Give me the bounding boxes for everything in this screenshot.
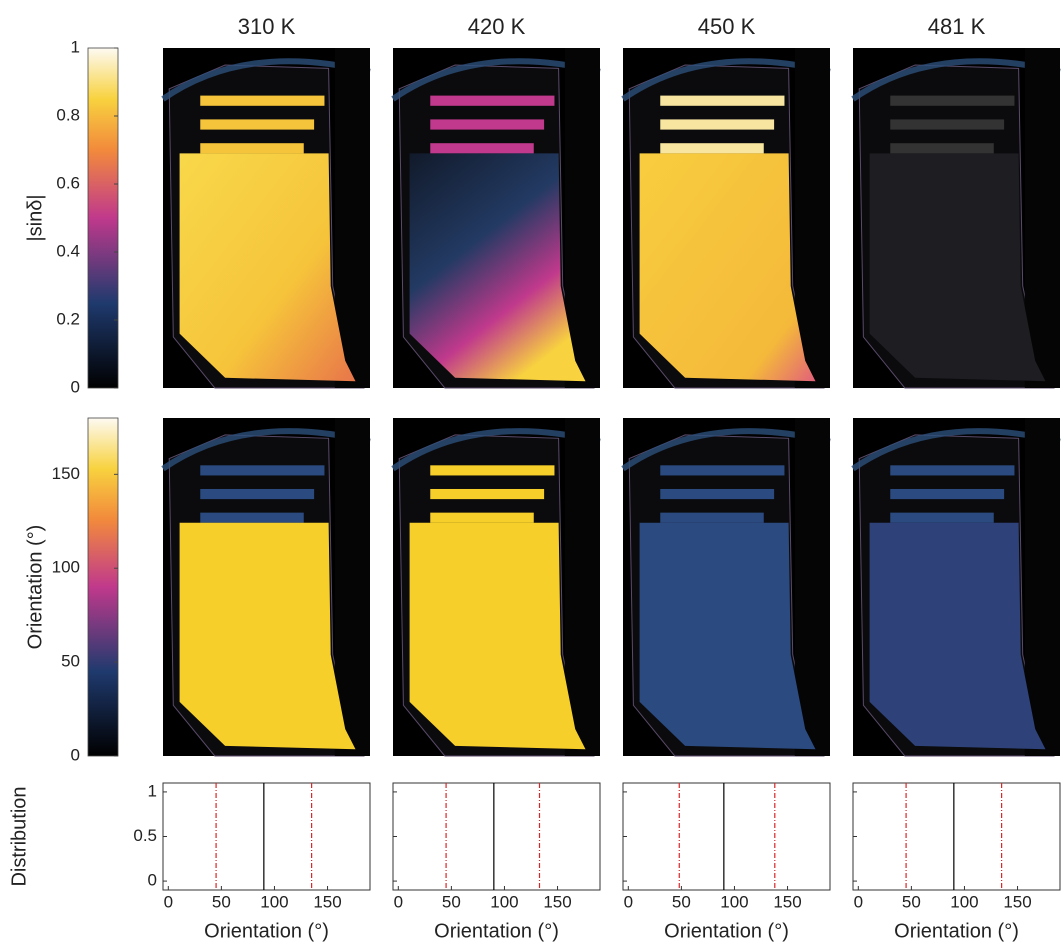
- x-tick-label: 50: [672, 892, 691, 911]
- map-stripe: [430, 465, 555, 476]
- column-title: 481 K: [928, 14, 986, 39]
- map-stripe: [200, 465, 325, 476]
- map-image: [851, 48, 1061, 389]
- colorbar-tick-label: 0.4: [56, 241, 80, 260]
- map-right-strip: [334, 48, 370, 388]
- map-stripe: [430, 143, 534, 154]
- x-tick-label: 150: [1003, 892, 1031, 911]
- map-stripe: [200, 512, 304, 523]
- map-right-strip: [334, 418, 370, 756]
- map-sample: [409, 522, 586, 750]
- map-stripe: [430, 512, 534, 523]
- map-right-strip: [794, 48, 830, 388]
- axes-frame: [392, 782, 601, 891]
- map-right-strip: [564, 48, 600, 388]
- column-title: 420 K: [468, 14, 526, 39]
- x-tick-label: 0: [624, 892, 633, 911]
- x-tick-label: 50: [442, 892, 461, 911]
- map-stripe: [660, 119, 775, 130]
- map-stripe: [890, 465, 1015, 476]
- map-stripe: [890, 143, 994, 154]
- y-tick-label: 0.5: [133, 826, 157, 845]
- map-stripe: [430, 95, 555, 106]
- map-sample: [409, 153, 586, 382]
- map-image: [161, 418, 371, 757]
- map-stripe: [200, 95, 325, 106]
- map-sample: [869, 522, 1046, 750]
- colorbar-tick-label: 0: [71, 377, 80, 396]
- map-stripe: [200, 488, 315, 500]
- column-title: 310 K: [238, 14, 296, 39]
- x-axis-label: Orientation (°): [204, 920, 329, 942]
- map-right-strip: [1024, 48, 1060, 388]
- x-tick-label: 50: [902, 892, 921, 911]
- x-tick-label: 100: [490, 892, 518, 911]
- colorbar-tick-label: 0.2: [56, 309, 80, 328]
- map-image: [161, 48, 371, 389]
- y-tick-label: 0: [148, 871, 157, 890]
- x-axis-label: Orientation (°): [434, 920, 559, 942]
- colorbar: [87, 47, 119, 389]
- x-tick-label: 0: [854, 892, 863, 911]
- map-sample: [179, 522, 356, 750]
- x-tick-label: 150: [543, 892, 571, 911]
- map-right-strip: [564, 418, 600, 756]
- map-right-strip: [794, 418, 830, 756]
- map-stripe: [890, 512, 994, 523]
- map-image: [851, 418, 1061, 757]
- colorbar-tick-label: 50: [61, 652, 80, 671]
- x-tick-label: 100: [950, 892, 978, 911]
- column-title: 450 K: [698, 14, 756, 39]
- colorbar-tick-label: 0: [71, 745, 80, 764]
- map-sample: [179, 153, 356, 382]
- y-tick-label: 1: [148, 781, 157, 800]
- map-right-strip: [1024, 418, 1060, 756]
- colorbar-tick-label: 1: [71, 37, 80, 56]
- x-tick-label: 150: [313, 892, 341, 911]
- map-stripe: [660, 143, 764, 154]
- map-sample: [639, 522, 816, 750]
- x-tick-label: 0: [164, 892, 173, 911]
- axes-frame: [162, 782, 371, 891]
- x-tick-label: 150: [773, 892, 801, 911]
- map-image: [621, 48, 831, 389]
- x-tick-label: 100: [720, 892, 748, 911]
- colorbar-tick-label: 0.6: [56, 173, 80, 192]
- colorbar: [87, 417, 119, 757]
- map-image: [391, 48, 601, 389]
- x-axis-label: Orientation (°): [894, 920, 1019, 942]
- x-tick-label: 50: [212, 892, 231, 911]
- x-tick-label: 100: [260, 892, 288, 911]
- map-stripe: [890, 95, 1015, 106]
- x-tick-label: 0: [394, 892, 403, 911]
- colorbar-tick-label: 0.8: [56, 105, 80, 124]
- map-stripe: [200, 119, 315, 130]
- map-stripe: [430, 119, 545, 130]
- x-axis-label: Orientation (°): [664, 920, 789, 942]
- map-stripe: [200, 143, 304, 154]
- map-stripe: [430, 488, 545, 500]
- map-stripe: [660, 488, 775, 500]
- map-stripe: [660, 465, 785, 476]
- colorbar-tick-label: 100: [52, 558, 80, 577]
- colorbar-label: Orientation (°): [24, 525, 46, 650]
- y-axis-label: Distribution: [8, 786, 30, 886]
- map-sample: [639, 153, 816, 382]
- axes-frame: [622, 782, 831, 891]
- map-image: [621, 418, 831, 757]
- colorbar-tick-label: 150: [52, 464, 80, 483]
- axes-frame: [852, 782, 1061, 891]
- map-stripe: [660, 512, 764, 523]
- map-sample: [869, 153, 1046, 382]
- map-image: [391, 418, 601, 757]
- map-stripe: [890, 119, 1005, 130]
- colorbar-label: |sinδ|: [24, 194, 46, 241]
- map-stripe: [660, 95, 785, 106]
- map-stripe: [890, 488, 1005, 500]
